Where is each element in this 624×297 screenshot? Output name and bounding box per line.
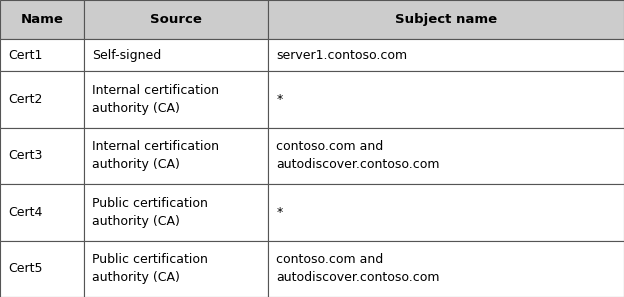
Bar — [0, 0, 84, 39]
Text: Cert3: Cert3 — [8, 149, 42, 162]
Bar — [268, 128, 624, 184]
Text: Cert4: Cert4 — [8, 206, 42, 219]
Bar — [268, 241, 624, 297]
Bar — [84, 0, 268, 39]
Bar — [84, 128, 268, 184]
Text: Subject name: Subject name — [395, 13, 497, 26]
Text: Cert2: Cert2 — [8, 93, 42, 106]
Bar — [0, 39, 84, 71]
Text: Internal certification
authority (CA): Internal certification authority (CA) — [92, 140, 220, 171]
Bar — [0, 184, 84, 241]
Text: Cert5: Cert5 — [8, 262, 42, 275]
Text: *: * — [276, 93, 283, 106]
Text: server1.contoso.com: server1.contoso.com — [276, 49, 407, 61]
Text: Public certification
authority (CA): Public certification authority (CA) — [92, 197, 208, 228]
Text: Self-signed: Self-signed — [92, 49, 162, 61]
Text: Name: Name — [21, 13, 64, 26]
Bar — [84, 184, 268, 241]
Text: Cert1: Cert1 — [8, 49, 42, 61]
Bar — [84, 241, 268, 297]
Text: Public certification
authority (CA): Public certification authority (CA) — [92, 253, 208, 284]
Bar — [268, 71, 624, 128]
Bar — [268, 39, 624, 71]
Text: contoso.com and
autodiscover.contoso.com: contoso.com and autodiscover.contoso.com — [276, 253, 440, 284]
Text: contoso.com and
autodiscover.contoso.com: contoso.com and autodiscover.contoso.com — [276, 140, 440, 171]
Bar — [0, 241, 84, 297]
Bar — [84, 39, 268, 71]
Bar — [0, 71, 84, 128]
Bar — [0, 128, 84, 184]
Bar — [84, 71, 268, 128]
Text: Source: Source — [150, 13, 202, 26]
Text: Internal certification
authority (CA): Internal certification authority (CA) — [92, 84, 220, 115]
Bar — [268, 184, 624, 241]
Bar — [268, 0, 624, 39]
Text: *: * — [276, 206, 283, 219]
